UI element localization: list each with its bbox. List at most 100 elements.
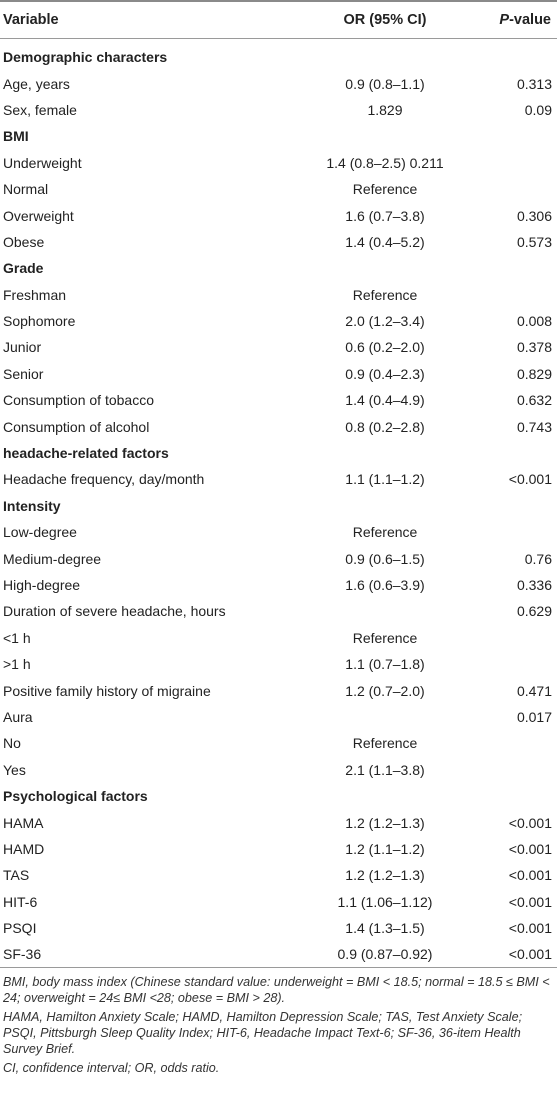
table-row: >1 h 1.1 (0.7–1.8)	[0, 651, 557, 677]
p-value-cell	[470, 625, 557, 651]
variable-cell: HAMD	[3, 840, 45, 857]
or-ci-cell: 0.6 (0.2–2.0)	[345, 339, 425, 356]
p-value-cell: 0.09	[524, 101, 552, 118]
header-or-ci: OR (95% CI)	[300, 0, 470, 39]
or-ci-cell: 1.6 (0.6–3.9)	[345, 577, 425, 593]
table-footnotes: BMI, body mass index (Chinese standard v…	[0, 968, 557, 1076]
p-value-cell	[470, 493, 557, 519]
or-ci-cell: Reference	[352, 735, 418, 752]
variable-cell: Low-degree	[3, 524, 77, 541]
section-row: Grade	[0, 255, 557, 281]
or-ci-cell	[300, 255, 470, 281]
table-row: Sex, female 1.829 0.09	[0, 97, 557, 123]
variable-cell: Demographic characters	[3, 49, 168, 66]
p-value-cell: <0.001	[470, 941, 557, 969]
results-table-figure: Variable OR (95% CI) P-value Demographic…	[0, 0, 557, 1076]
or-ci-cell: 1.6 (0.7–3.8)	[345, 207, 425, 224]
table-row: <1 h Reference	[0, 625, 557, 651]
p-value-cell: <0.001	[508, 471, 552, 488]
p-value-cell: 0.743	[516, 418, 552, 435]
table-row: Obese 1.4 (0.4–5.2) 0.573	[0, 229, 557, 255]
variable-cell: Intensity	[3, 497, 61, 514]
table-header-row: Variable OR (95% CI) P-value	[0, 0, 557, 39]
or-ci-cell	[300, 493, 470, 519]
table-row: Consumption of alcohol 0.8 (0.2–2.8) 0.743	[0, 413, 557, 439]
table-row: Duration of severe headache, hours 0.629	[0, 598, 557, 624]
table-row: Sophomore 2.0 (1.2–3.4) 0.008	[0, 308, 557, 334]
p-value-cell: <0.001	[508, 920, 552, 937]
or-ci-cell	[300, 598, 470, 624]
p-value-cell	[470, 282, 557, 308]
table-row: Junior 0.6 (0.2–2.0) 0.378	[0, 334, 557, 360]
table-row: HAMD 1.2 (1.1–1.2) <0.001	[0, 836, 557, 862]
p-value-cell: 0.017	[516, 708, 552, 725]
table-row: Normal Reference	[0, 176, 557, 202]
table-row: Overweight 1.6 (0.7–3.8) 0.306	[0, 202, 557, 228]
or-ci-cell: 0.9 (0.6–1.5)	[345, 550, 425, 567]
table-row: Positive family history of migraine 1.2 (…	[0, 677, 557, 703]
variable-cell: HIT-6	[3, 893, 38, 910]
header-p-italic: P	[499, 11, 510, 28]
table-row: Underweight 1.4 (0.8–2.5) 0.211	[0, 150, 557, 176]
p-value-cell: 0.378	[516, 339, 552, 356]
or-ci-cell	[300, 704, 470, 730]
p-value-cell	[470, 44, 557, 70]
table-row: Age, years 0.9 (0.8–1.1) 0.313	[0, 70, 557, 96]
odds-ratio-table: Variable OR (95% CI) P-value Demographic…	[0, 0, 557, 969]
header-p-rest: -value	[509, 11, 551, 28]
section-row: BMI	[0, 123, 557, 149]
p-value-cell: 0.471	[516, 682, 552, 699]
table-row: No Reference	[0, 730, 557, 756]
section-row: headache-related factors	[0, 440, 557, 466]
p-value-cell	[470, 651, 557, 677]
variable-cell: Medium-degree	[3, 550, 102, 567]
table-row: Freshman Reference	[0, 282, 557, 308]
variable-cell: Sex, female	[3, 101, 77, 118]
table-row: SF-36 0.9 (0.87–0.92) <0.001	[0, 941, 557, 969]
p-value-cell	[470, 176, 557, 202]
variable-cell: Headache frequency, day/month	[3, 471, 205, 488]
variable-cell: headache-related factors	[3, 445, 169, 462]
or-ci-cell	[300, 123, 470, 149]
section-row: Intensity	[0, 493, 557, 519]
variable-cell: Sophomore	[3, 313, 76, 330]
or-ci-cell: 2.1 (1.1–3.8)	[345, 761, 425, 778]
variable-cell: Age, years	[3, 75, 70, 92]
or-ci-cell	[300, 440, 470, 466]
p-value-cell: 0.829	[516, 365, 552, 382]
variable-cell: Grade	[3, 260, 44, 277]
variable-cell: Positive family history of migraine	[3, 682, 211, 699]
variable-cell: Consumption of alcohol	[3, 418, 150, 435]
p-value-cell: 0.629	[516, 603, 552, 620]
or-ci-cell: 1.4 (1.3–1.5)	[345, 920, 425, 937]
or-ci-cell: 1.1 (0.7–1.8)	[345, 656, 425, 673]
p-value-cell	[470, 150, 557, 176]
or-ci-cell: Reference	[352, 524, 418, 541]
or-ci-cell: 2.0 (1.2–3.4)	[345, 313, 425, 330]
p-value-cell: <0.001	[508, 814, 552, 831]
section-row: Psychological factors	[0, 783, 557, 809]
header-variable: Variable	[0, 0, 300, 39]
p-value-cell	[470, 783, 557, 809]
or-ci-cell: 1.4 (0.4–4.9)	[345, 392, 425, 409]
variable-cell: <1 h	[3, 629, 31, 646]
table-row: High-degree 1.6 (0.6–3.9) 0.336	[0, 572, 557, 598]
p-value-cell	[470, 519, 557, 545]
table-row: Low-degree Reference	[0, 519, 557, 545]
or-ci-cell	[300, 44, 470, 70]
or-ci-cell: Reference	[352, 181, 418, 198]
or-ci-cell: 0.9 (0.4–2.3)	[345, 365, 425, 382]
table-row: PSQI 1.4 (1.3–1.5) <0.001	[0, 915, 557, 941]
p-value-cell	[470, 255, 557, 281]
table-row: TAS 1.2 (1.2–1.3) <0.001	[0, 862, 557, 888]
p-value-cell: 0.306	[516, 207, 552, 224]
variable-cell: >1 h	[3, 656, 31, 673]
p-value-cell: <0.001	[508, 893, 552, 910]
variable-cell: High-degree	[3, 577, 81, 593]
footnote: HAMA, Hamilton Anxiety Scale; HAMD, Hami…	[3, 1010, 523, 1057]
table-row: Consumption of tobacco 1.4 (0.4–4.9) 0.632	[0, 387, 557, 413]
p-value-cell	[470, 440, 557, 466]
or-ci-cell	[300, 783, 470, 809]
or-ci-cell: 1.2 (0.7–2.0)	[345, 682, 425, 699]
or-ci-cell: 1.2 (1.2–1.3)	[345, 814, 425, 831]
